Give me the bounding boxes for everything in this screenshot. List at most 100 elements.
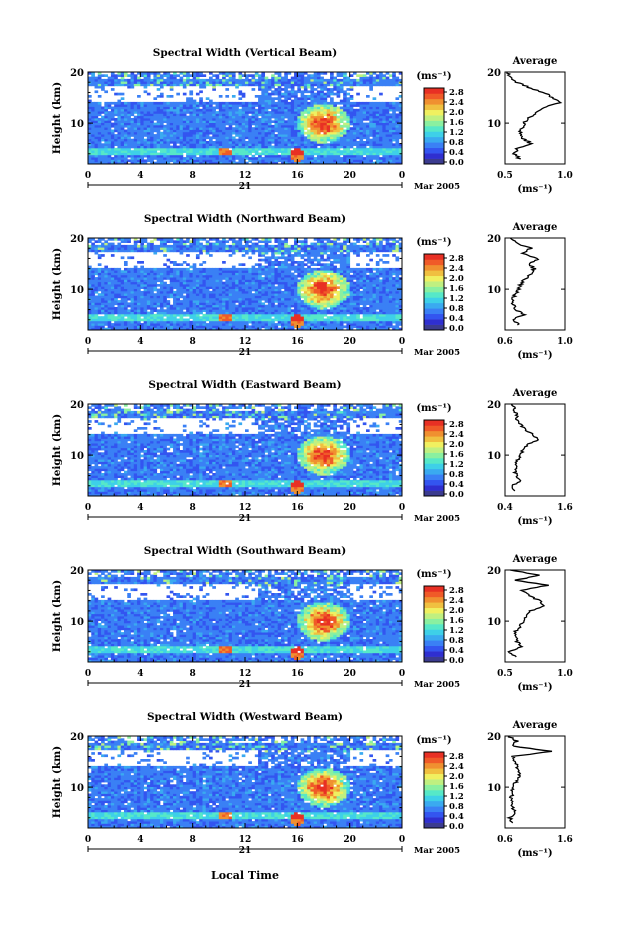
heatmap-cell (163, 238, 167, 241)
heatmap-cell (153, 141, 158, 144)
heatmap-cell (388, 113, 393, 117)
heatmap-cell (192, 159, 197, 163)
heatmap-cell (146, 106, 151, 110)
heatmap-cell (195, 272, 200, 276)
heatmap-cell (248, 284, 252, 287)
heatmap-cell (300, 152, 305, 156)
heatmap-cell (261, 78, 266, 82)
heatmap-cell (130, 284, 135, 287)
heatmap-cell (137, 279, 141, 283)
heatmap-cell (385, 131, 390, 135)
heatmap-cell (107, 147, 112, 151)
heatmap-cell (120, 313, 125, 317)
heatmap-cell (392, 120, 396, 123)
heatmap-cell (320, 90, 324, 94)
heatmap-cell (320, 115, 324, 119)
heatmap-cell (205, 270, 210, 273)
heatmap-cell (215, 313, 220, 317)
heatmap-cell (398, 106, 403, 110)
heatmap-cell (280, 161, 285, 165)
heatmap-cell (284, 115, 288, 119)
heatmap-cell (297, 136, 301, 140)
heatmap-cell (330, 76, 334, 80)
heatmap-cell (199, 129, 203, 133)
heatmap-cell (349, 152, 354, 156)
heatmap-cell (202, 290, 207, 294)
heatmap-cell (267, 124, 272, 128)
heatmap-cell (349, 95, 354, 98)
heatmap-cell (231, 274, 236, 278)
heatmap-cell (215, 300, 220, 303)
heatmap-cell (107, 244, 112, 248)
heatmap-cell (88, 320, 92, 324)
heatmap-cell (251, 74, 256, 77)
average-title: Average (512, 56, 558, 67)
heatmap-cell (343, 90, 347, 94)
heatmap-cell (385, 78, 390, 82)
heatmap-cell (120, 159, 125, 163)
heatmap-cell (146, 108, 151, 112)
heatmap-cell (284, 108, 288, 112)
heatmap-cell (166, 249, 171, 253)
heatmap-cell (320, 147, 324, 151)
heatmap-cell (274, 83, 279, 87)
heatmap-cell (173, 279, 177, 283)
heatmap-cell (176, 290, 180, 294)
heatmap-cell (97, 145, 102, 149)
heatmap-cell (392, 127, 396, 130)
heatmap-cell (156, 88, 161, 91)
heatmap-cell (398, 154, 403, 158)
heatmap-cell (333, 104, 337, 107)
heatmap-cell (202, 270, 207, 273)
heatmap-cell (349, 104, 354, 107)
heatmap-cell (88, 113, 92, 117)
heatmap-cell (398, 159, 403, 163)
heatmap-cell (91, 115, 95, 119)
heatmap-cell (336, 115, 341, 119)
heatmap-cell (146, 267, 151, 271)
heatmap-cell (186, 76, 190, 80)
heatmap-cell (163, 318, 167, 322)
heatmap-cell (153, 157, 158, 160)
heatmap-cell (179, 244, 184, 248)
heatmap-cell (195, 311, 200, 315)
heatmap-cell (169, 316, 174, 319)
heatmap-cell (385, 150, 390, 153)
heatmap-cell (385, 141, 390, 144)
heatmap-cell (326, 161, 331, 165)
heatmap-cell (133, 101, 138, 105)
heatmap-cell (212, 272, 216, 276)
heatmap-cell (127, 81, 131, 84)
heatmap-cell (133, 145, 138, 149)
heatmap-cell (173, 263, 177, 266)
heatmap-cell (209, 147, 213, 151)
heatmap-cell (274, 90, 279, 94)
heatmap-cell (277, 92, 282, 96)
heatmap-cell (143, 284, 148, 287)
heatmap-cell (209, 150, 213, 153)
heatmap-cell (140, 120, 144, 123)
heatmap-cell (209, 320, 213, 324)
heatmap-cell (199, 101, 203, 105)
heatmap-cell (153, 152, 158, 156)
heatmap-cell (120, 134, 125, 137)
x-tick-label: 4 (137, 171, 143, 181)
heatmap-cell (202, 138, 207, 142)
heatmap-cell (159, 307, 164, 310)
heatmap-cell (228, 134, 233, 137)
heatmap-cell (169, 108, 174, 112)
heatmap-cell (300, 154, 305, 158)
heatmap-cell (215, 320, 220, 324)
heatmap-cell (245, 136, 249, 140)
heatmap-cell (202, 325, 207, 329)
heatmap-cell (186, 300, 190, 303)
heatmap-cell (159, 293, 164, 296)
heatmap-cell (182, 143, 187, 146)
heatmap-cell (104, 327, 109, 331)
heatmap-cell (349, 154, 354, 158)
heatmap-cell (326, 138, 331, 142)
heatmap-cell (133, 152, 138, 156)
heatmap-cell (225, 277, 230, 280)
heatmap-cell (205, 118, 210, 121)
heatmap-cell (209, 293, 213, 296)
